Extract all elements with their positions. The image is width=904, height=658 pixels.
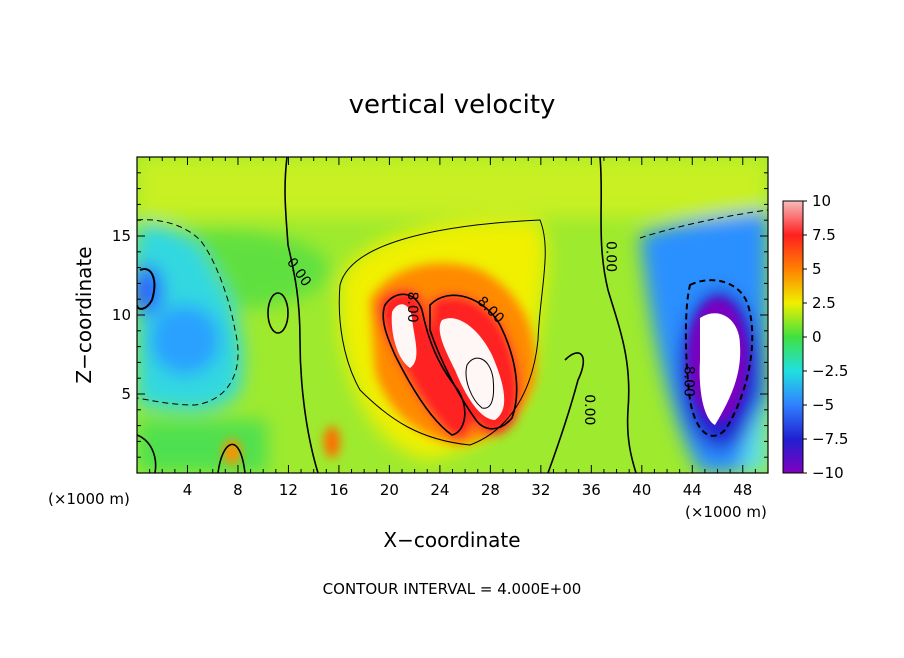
colorbar-tick-label: 10 bbox=[812, 192, 831, 210]
contour-zero-mid bbox=[547, 352, 584, 473]
contour-label: 8.00 bbox=[404, 292, 420, 323]
field-cell-16km bbox=[324, 426, 340, 458]
field-left-blue-edge bbox=[137, 265, 163, 315]
contour-label: 0.00 bbox=[581, 394, 597, 425]
y-tick-label: 5 bbox=[121, 385, 131, 403]
x-tick-label: 36 bbox=[582, 481, 601, 499]
y-tick-label: 15 bbox=[112, 227, 131, 245]
x-units-right: (×1000 m) bbox=[685, 503, 767, 521]
colorbar-ticks: 10 7.5 5 2.5 0 −2.5 −5 −7.5 −10 bbox=[803, 192, 848, 482]
contour-neg-four-right bbox=[639, 209, 768, 239]
contour-eight-left bbox=[382, 293, 466, 436]
x-axis: 4 8 12 16 20 24 28 32 36 40 44 48 bbox=[149, 157, 756, 499]
contour-neg-eight bbox=[684, 279, 754, 437]
contour-label: 8.00 bbox=[680, 366, 696, 397]
colorbar-tick-label: −7.5 bbox=[812, 430, 848, 448]
x-tick-label: 40 bbox=[632, 481, 651, 499]
x-tick-label: 4 bbox=[183, 481, 193, 499]
field-core-right bbox=[439, 318, 505, 420]
contour-small-left bbox=[267, 292, 289, 334]
x-tick-label: 32 bbox=[531, 481, 550, 499]
field-upper-band bbox=[137, 157, 768, 217]
field-cell-8km bbox=[223, 439, 241, 465]
x-tick-label: 44 bbox=[683, 481, 702, 499]
colorbar-tick-label: −10 bbox=[812, 464, 844, 482]
x-tick-label: 16 bbox=[329, 481, 348, 499]
contour-interval-footer: CONTOUR INTERVAL = 4.000E+00 bbox=[323, 580, 582, 598]
contour-label: 0.00 bbox=[602, 241, 618, 272]
x-axis-label: X−coordinate bbox=[383, 528, 520, 552]
field-right-bottom bbox=[740, 400, 768, 473]
contour-eight-right bbox=[429, 294, 518, 430]
contour-labels: 0.008.00 8.000.000.008.00 bbox=[283, 241, 696, 425]
contour-lines bbox=[137, 157, 768, 473]
x-tick-label: 20 bbox=[380, 481, 399, 499]
plot-area: 0.008.00 8.000.000.008.00 bbox=[137, 157, 768, 473]
x-tick-label: 12 bbox=[279, 481, 298, 499]
y-tick-label: 10 bbox=[112, 306, 131, 324]
field-bottom-left bbox=[137, 420, 267, 473]
x-tick-label: 28 bbox=[481, 481, 500, 499]
colorbar-tick-label: 0 bbox=[812, 328, 822, 346]
x-units-left: (×1000 m) bbox=[48, 490, 130, 508]
contour-bottom-8 bbox=[217, 443, 246, 473]
colorbar-tick-label: 5 bbox=[812, 260, 822, 278]
contour-left-edge bbox=[137, 268, 156, 310]
colorbar-tick-label: −2.5 bbox=[812, 362, 848, 380]
x-tick-label: 48 bbox=[733, 481, 752, 499]
field-core-downdraft bbox=[699, 313, 741, 425]
contour-twelve bbox=[465, 357, 495, 409]
contour-zero-right bbox=[599, 157, 637, 473]
colorbar-tick-label: 2.5 bbox=[812, 294, 836, 312]
contour-zero-left bbox=[284, 157, 319, 473]
y-axis: 5 10 15 bbox=[112, 172, 768, 458]
chart-title: vertical velocity bbox=[349, 90, 556, 120]
field-core-left bbox=[391, 304, 417, 368]
contour-four-outer bbox=[338, 219, 546, 446]
x-tick-label: 24 bbox=[430, 481, 449, 499]
field-left-blue bbox=[150, 305, 220, 375]
colorbar-tick-label: −5 bbox=[812, 396, 834, 414]
y-axis-label: Z−coordinate bbox=[72, 246, 96, 383]
contour-neg-four-left bbox=[137, 219, 239, 406]
x-tick-label: 8 bbox=[233, 481, 243, 499]
colorbar-tick-label: 7.5 bbox=[812, 226, 836, 244]
contour-bottom-left bbox=[137, 434, 157, 473]
colorbar bbox=[782, 200, 804, 474]
